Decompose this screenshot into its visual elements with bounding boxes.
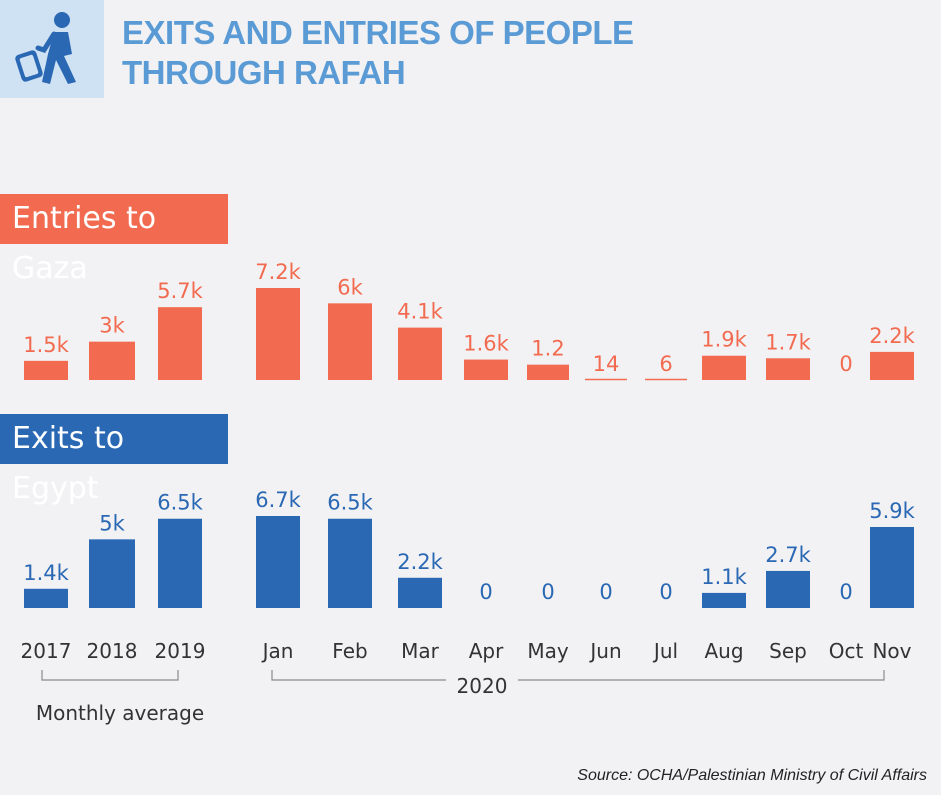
entries-bar-apr xyxy=(464,359,508,380)
entries-bar-2019 xyxy=(158,307,202,380)
year-2020-label: 2020 xyxy=(457,674,508,698)
entries-bar-feb xyxy=(328,303,372,380)
exits-bar-mar xyxy=(398,577,442,608)
exits-value-label: 1.4k xyxy=(23,561,69,585)
group-brackets: Monthly average 2020 xyxy=(36,670,885,725)
entries-value-label: 6k xyxy=(337,275,363,299)
x-tick-label: 2018 xyxy=(87,639,138,663)
entries-value-label: 1.2 xyxy=(531,337,564,361)
x-tick-label: Nov xyxy=(872,639,911,663)
exits-value-label: 6.7k xyxy=(255,488,301,512)
x-tick-label: Mar xyxy=(401,639,440,663)
x-tick-label: Sep xyxy=(769,639,807,663)
exits-value-label: 0 xyxy=(659,580,672,604)
entries-value-label: 3k xyxy=(99,314,125,338)
exits-value-label: 5.9k xyxy=(869,499,915,523)
entries-bar-mar xyxy=(398,327,442,380)
entries-value-label: 1.5k xyxy=(23,333,69,357)
title-line-2: THROUGH RAFAH xyxy=(122,54,406,91)
x-tick-label: May xyxy=(527,639,569,663)
entries-bar-may xyxy=(527,364,569,380)
entries-value-label: 1.7k xyxy=(765,330,811,354)
monthly-average-label: Monthly average xyxy=(36,701,204,725)
entries-value-label: 2.2k xyxy=(869,324,915,348)
entries-series: 1.5k 3k 5.7k 7.2k 6k 4.1k 1.6k 1.2 14 6 1.9k 1.7k 02… xyxy=(23,260,916,381)
x-tick-label: Apr xyxy=(469,639,504,663)
exits-bar-feb xyxy=(328,518,372,608)
title-line-1: EXITS AND ENTRIES OF PEOPLE xyxy=(122,14,634,51)
entries-bar-aug xyxy=(702,355,746,380)
exits-value-label: 1.1k xyxy=(701,565,747,589)
x-tick-label: 2017 xyxy=(21,639,72,663)
x-tick-label: Jul xyxy=(652,639,678,663)
entries-value-label: 4.1k xyxy=(397,300,443,324)
x-axis-labels: 2017 2018 2019 Jan Feb Mar Apr May Jun Jul Aug Sep O… xyxy=(21,639,912,663)
entries-value-label: 1.9k xyxy=(701,328,747,352)
exits-value-label: 2.7k xyxy=(765,543,811,567)
exits-value-label: 6.5k xyxy=(327,491,373,515)
traveler-with-suitcase-icon xyxy=(15,12,76,84)
x-tick-label: Jan xyxy=(261,639,294,663)
exits-value-label: 0 xyxy=(839,580,852,604)
entries-value-label: 7.2k xyxy=(255,260,301,284)
x-tick-label: Oct xyxy=(829,639,864,663)
entries-bar-2018 xyxy=(89,341,135,380)
icon-box xyxy=(0,0,104,98)
exits-series: 1.4k 5k 6.5k 6.7k 6.5k 2.2k 0 0 0 0 1.1k 2.7k 0 5.9k xyxy=(23,488,916,608)
x-tick-label: Jun xyxy=(588,639,621,663)
exits-bar-sep xyxy=(766,570,810,608)
x-tick-label: 2019 xyxy=(155,639,206,663)
exits-bar-2018 xyxy=(89,539,135,608)
exits-bar-jan xyxy=(256,516,300,608)
source-note: Source: OCHA/Palestinian Ministry of Civ… xyxy=(577,767,927,784)
x-tick-label: Feb xyxy=(332,639,367,663)
exits-value-label: 5k xyxy=(99,511,125,535)
entries-value-label: 1.6k xyxy=(463,332,509,356)
exits-value-label: 0 xyxy=(541,580,554,604)
x-tick-label: Aug xyxy=(704,639,743,663)
exits-value-label: 0 xyxy=(599,580,612,604)
exits-bar-aug xyxy=(702,592,746,608)
exits-bar-nov xyxy=(870,526,914,608)
exits-section-label: Exits to Egypt xyxy=(0,414,228,506)
entries-value-label: 6 xyxy=(659,352,672,376)
exits-bar-2019 xyxy=(158,518,202,608)
entries-value-label: 5.7k xyxy=(157,279,203,303)
exits-value-label: 0 xyxy=(479,580,492,604)
entries-bar-jan xyxy=(256,288,300,380)
average-bracket xyxy=(41,670,179,681)
page-title: EXITS AND ENTRIES OF PEOPLE THROUGH RAFA… xyxy=(122,13,634,93)
entries-bar-2017 xyxy=(24,360,68,380)
entries-value-label: 14 xyxy=(593,352,620,376)
exits-bar-2017 xyxy=(24,588,68,608)
exits-value-label: 2.2k xyxy=(397,550,443,574)
entries-bar-sep xyxy=(766,358,810,380)
entries-bar-nov xyxy=(870,351,914,380)
entries-value-label: 0 xyxy=(839,352,852,376)
exits-value-label: 6.5k xyxy=(157,491,203,515)
year-bracket xyxy=(271,670,885,681)
entries-section-label: Entries to Gaza xyxy=(0,194,228,286)
